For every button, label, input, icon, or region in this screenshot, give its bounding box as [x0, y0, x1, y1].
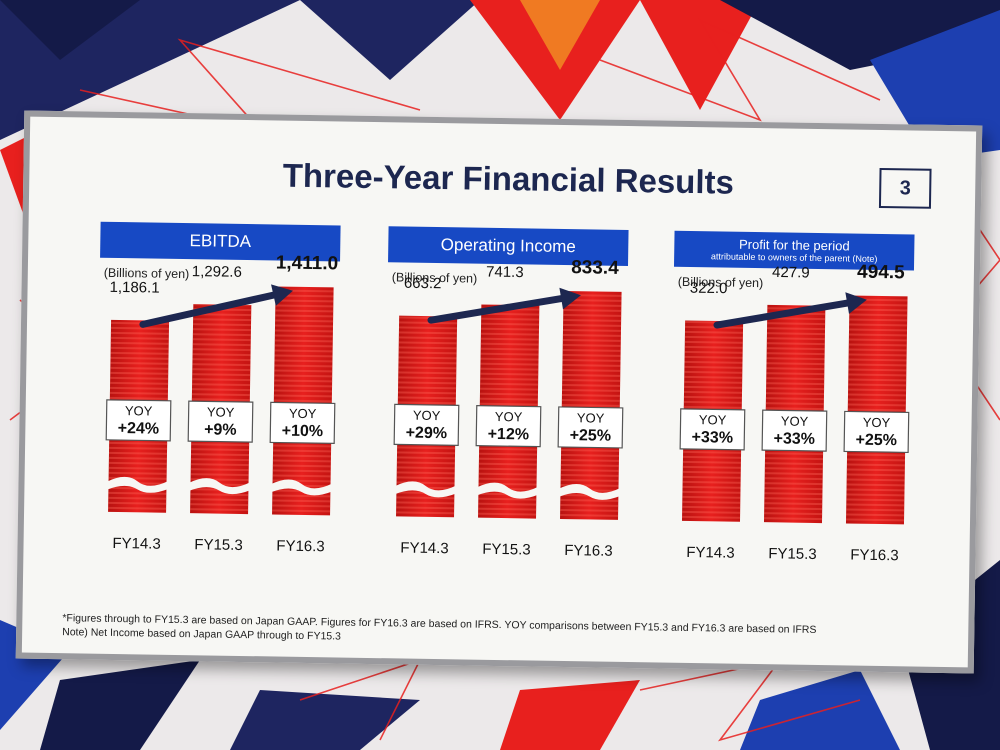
page-number: 3 — [878, 167, 932, 209]
yoy-value: +33% — [691, 429, 733, 447]
category-label: FY14.3 — [112, 535, 161, 553]
axis-break — [476, 482, 539, 499]
ebitda-panel: EBITDA (Billions of yen) 1,186.1 YOY +24% F… — [95, 221, 383, 598]
ebitda-chart: 1,186.1 YOY +24% FY14.3 1,292.6 YOY +9% FY15.3 1… — [105, 252, 339, 556]
axis-break — [106, 476, 169, 493]
category-label: FY16.3 — [276, 538, 325, 556]
yoy-box: YOY +33% — [761, 409, 828, 452]
yoy-value: +24% — [118, 420, 160, 438]
value-label: 322.0 — [690, 280, 728, 298]
value-label: 427.9 — [772, 264, 810, 282]
yoy-label: YOY — [207, 404, 235, 419]
yoy-value: +33% — [773, 430, 815, 448]
category-label: FY16.3 — [564, 542, 613, 560]
axis-break — [270, 479, 333, 496]
value-label: 1,292.6 — [192, 263, 242, 281]
growth-arrow — [427, 287, 581, 324]
yoy-label: YOY — [863, 415, 891, 430]
yoy-box: YOY +29% — [393, 403, 460, 446]
yoy-label: YOY — [495, 409, 523, 424]
yoy-value: +10% — [282, 423, 324, 441]
category-label: FY14.3 — [686, 544, 735, 562]
profit-chart: 322.0 YOY +33% FY14.3 427.9 YOY +33% FY15.3 494.… — [679, 262, 910, 565]
value-label: 1,411.0 — [276, 252, 339, 274]
value-label: 741.3 — [486, 264, 524, 282]
bar-FY16.3 — [270, 286, 334, 516]
bar-texture — [272, 286, 334, 516]
value-label: 1,186.1 — [109, 279, 159, 297]
bar-texture — [845, 295, 908, 525]
yoy-value: +12% — [488, 426, 530, 444]
yoy-label: YOY — [699, 412, 727, 427]
category-label: FY15.3 — [482, 541, 531, 559]
yoy-label: YOY — [413, 408, 441, 423]
growth-arrow — [713, 292, 867, 329]
yoy-value: +29% — [406, 425, 448, 443]
axis-break — [188, 478, 251, 495]
category-label: FY16.3 — [850, 547, 899, 565]
profit-panel: Profit for the period attributable to ow… — [669, 230, 957, 607]
operating-income-panel: Operating Income (Billions of yen) 663.2… — [383, 226, 671, 602]
yoy-value: +25% — [855, 432, 897, 450]
footnotes: *Figures through to FY15.3 are based on … — [62, 611, 942, 653]
yoy-box: YOY +10% — [269, 401, 336, 445]
value-label: 494.5 — [857, 262, 905, 284]
category-label: FY15.3 — [768, 545, 817, 563]
yoy-value: +9% — [204, 421, 237, 439]
growth-arrow — [139, 284, 293, 328]
bar-texture — [560, 291, 622, 520]
yoy-value: +25% — [570, 427, 612, 445]
value-label: 833.4 — [571, 257, 619, 279]
slide: Three-Year Financial Results 3 EBITDA (B… — [15, 110, 983, 674]
category-label: FY15.3 — [194, 536, 243, 554]
slide-title: Three-Year Financial Results — [282, 156, 735, 201]
bar-FY16.3 — [558, 291, 622, 520]
operating-income-chart: 663.2 YOY +29% FY14.3 741.3 YOY +12% FY15.3 833.… — [393, 257, 624, 560]
category-label: FY14.3 — [400, 539, 449, 557]
axis-break — [558, 483, 621, 500]
yoy-label: YOY — [289, 406, 317, 421]
yoy-box: YOY +33% — [679, 408, 746, 451]
yoy-box: YOY +12% — [475, 405, 542, 448]
axis-break — [394, 481, 457, 498]
yoy-box: YOY +24% — [105, 399, 172, 442]
value-label: 663.2 — [404, 275, 442, 293]
bar-FY16.3 — [845, 295, 908, 525]
yoy-label: YOY — [781, 413, 809, 428]
yoy-label: YOY — [125, 403, 153, 418]
yoy-box: YOY +25% — [843, 410, 910, 454]
yoy-box: YOY +25% — [557, 406, 624, 449]
yoy-box: YOY +9% — [187, 400, 254, 443]
yoy-label: YOY — [577, 410, 605, 425]
